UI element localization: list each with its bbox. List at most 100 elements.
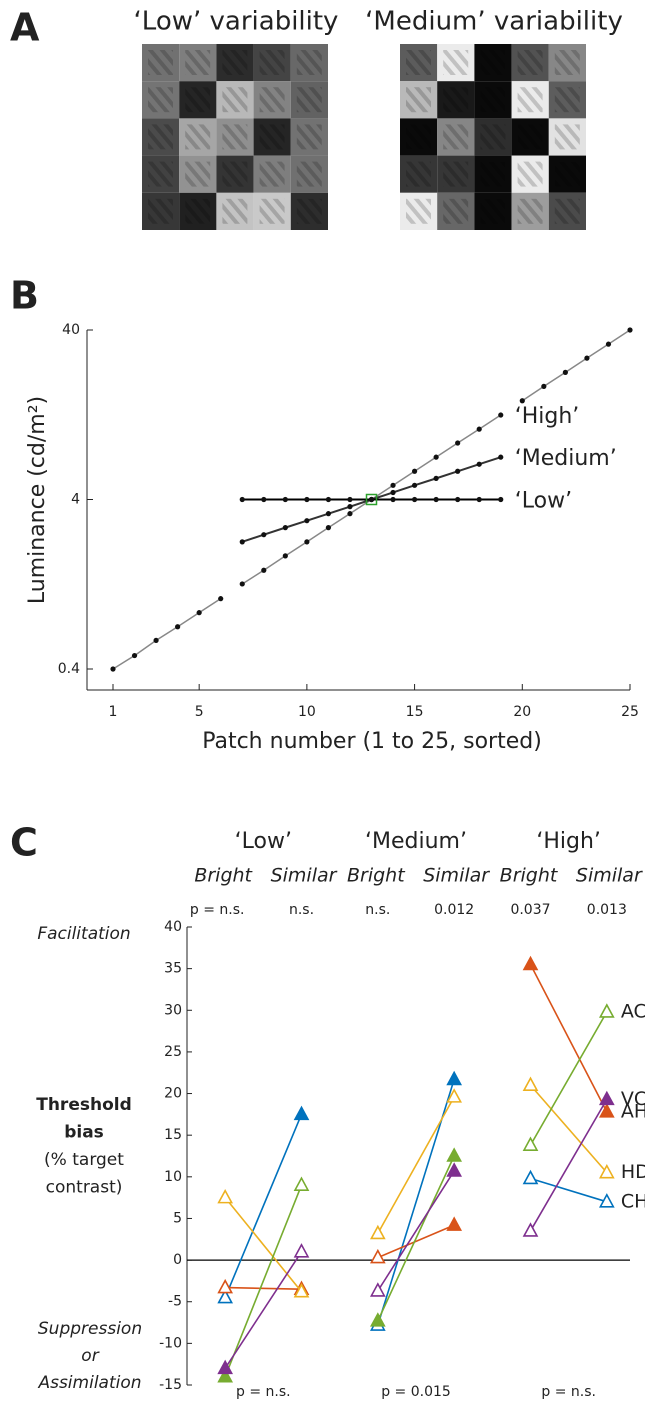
patch-grating (222, 87, 248, 113)
point (304, 518, 310, 524)
point (476, 426, 482, 432)
point (110, 666, 116, 672)
p-value: 0.012 (434, 902, 474, 918)
patch-grating (480, 198, 506, 224)
y-axis-label: bias (64, 1123, 104, 1143)
patch-grating (259, 87, 285, 113)
point (347, 504, 353, 510)
panel-label: B (10, 274, 39, 318)
triangle-marker (217, 1288, 234, 1304)
stimulus-grids (142, 44, 586, 230)
patch-grating (185, 124, 211, 150)
patch-grating (259, 50, 285, 75)
pair-line (377, 1155, 455, 1322)
y-tick-label: 4 (71, 492, 80, 508)
annotation: Assimilation (37, 1373, 141, 1393)
y-tick-label: 0 (173, 1252, 182, 1268)
point (325, 496, 332, 503)
group-label: ‘Low’ (235, 829, 292, 854)
y-tick-label: 10 (164, 1169, 182, 1185)
point (498, 454, 504, 460)
group-label: ‘High’ (536, 829, 601, 854)
pair-line (529, 1098, 608, 1232)
patch-grating (406, 124, 431, 150)
y-tick-label: 0.4 (58, 661, 80, 677)
point (584, 355, 590, 361)
triangle-marker (598, 1163, 615, 1179)
triangle-marker (293, 1243, 310, 1258)
triangle-marker (446, 1216, 463, 1231)
triangle-marker (217, 1278, 234, 1294)
grid-title: ‘Medium’ variability (365, 7, 623, 37)
patch-grating (185, 198, 211, 224)
patch-grating (443, 124, 469, 150)
pair-line (530, 1177, 608, 1203)
y-tick-label: 40 (164, 919, 182, 935)
subject-label: AC (621, 1000, 645, 1022)
patch-grating (296, 124, 322, 150)
triangle-marker (293, 1105, 310, 1121)
point (347, 496, 353, 503)
point (325, 511, 332, 517)
patch-grating (406, 198, 431, 224)
series-label: ‘Medium’ (515, 446, 617, 471)
p-value: p = n.s. (190, 902, 245, 918)
point (304, 496, 310, 503)
grid-title: ‘Low’ variability (134, 7, 339, 37)
patch-grating (517, 198, 543, 224)
patch-grating (222, 124, 248, 150)
subject-label: HD (621, 1161, 645, 1183)
point (541, 383, 547, 389)
patch-grating (517, 161, 543, 187)
point (153, 637, 159, 643)
pair-line (224, 1184, 303, 1377)
triangle-marker (369, 1224, 386, 1240)
triangle-marker (293, 1283, 310, 1298)
subject-label: VC (621, 1088, 645, 1110)
point (261, 567, 267, 573)
x-tick-label: 25 (621, 704, 639, 720)
triangle-marker (522, 955, 539, 971)
point (390, 489, 396, 496)
category-label: Similar (423, 865, 490, 887)
pair-line (529, 1011, 608, 1146)
patch-grating (259, 198, 285, 224)
point (498, 412, 504, 418)
y-axis-label: (% target (44, 1150, 124, 1170)
patch-grating (554, 50, 580, 75)
panel-label: A (10, 6, 40, 50)
point (455, 440, 461, 446)
triangle-marker (217, 1188, 234, 1204)
pair-line (224, 1114, 303, 1298)
y-tick-label: 20 (164, 1086, 182, 1102)
triangle-marker (522, 1136, 539, 1151)
p-value: n.s. (289, 902, 314, 918)
y-axis-label: Luminance (cd/m²) (25, 396, 50, 604)
patch-grating (443, 87, 469, 113)
x-tick-label: 15 (406, 704, 424, 720)
point (476, 461, 482, 467)
y-tick-label: 40 (62, 322, 80, 338)
patch-grating (148, 124, 173, 150)
patch-grating (554, 87, 580, 113)
point (433, 475, 439, 481)
triangle-marker (446, 1147, 463, 1162)
point (282, 525, 288, 531)
patch-grating (148, 198, 173, 224)
y-tick-label: 25 (164, 1044, 182, 1060)
category-label: Bright (347, 865, 406, 887)
point (498, 496, 504, 503)
triangle-marker (522, 1222, 539, 1237)
patch-grating (222, 161, 248, 187)
point (282, 553, 288, 559)
pair-line (224, 1197, 303, 1293)
point (218, 596, 224, 602)
point (131, 652, 138, 659)
patch-grating (443, 50, 469, 75)
category-label: Similar (576, 865, 643, 887)
patch-grating (443, 198, 469, 224)
patch-grating (148, 50, 173, 75)
patch-grating (480, 124, 506, 150)
point (239, 539, 245, 545)
patch-grating (148, 87, 173, 113)
